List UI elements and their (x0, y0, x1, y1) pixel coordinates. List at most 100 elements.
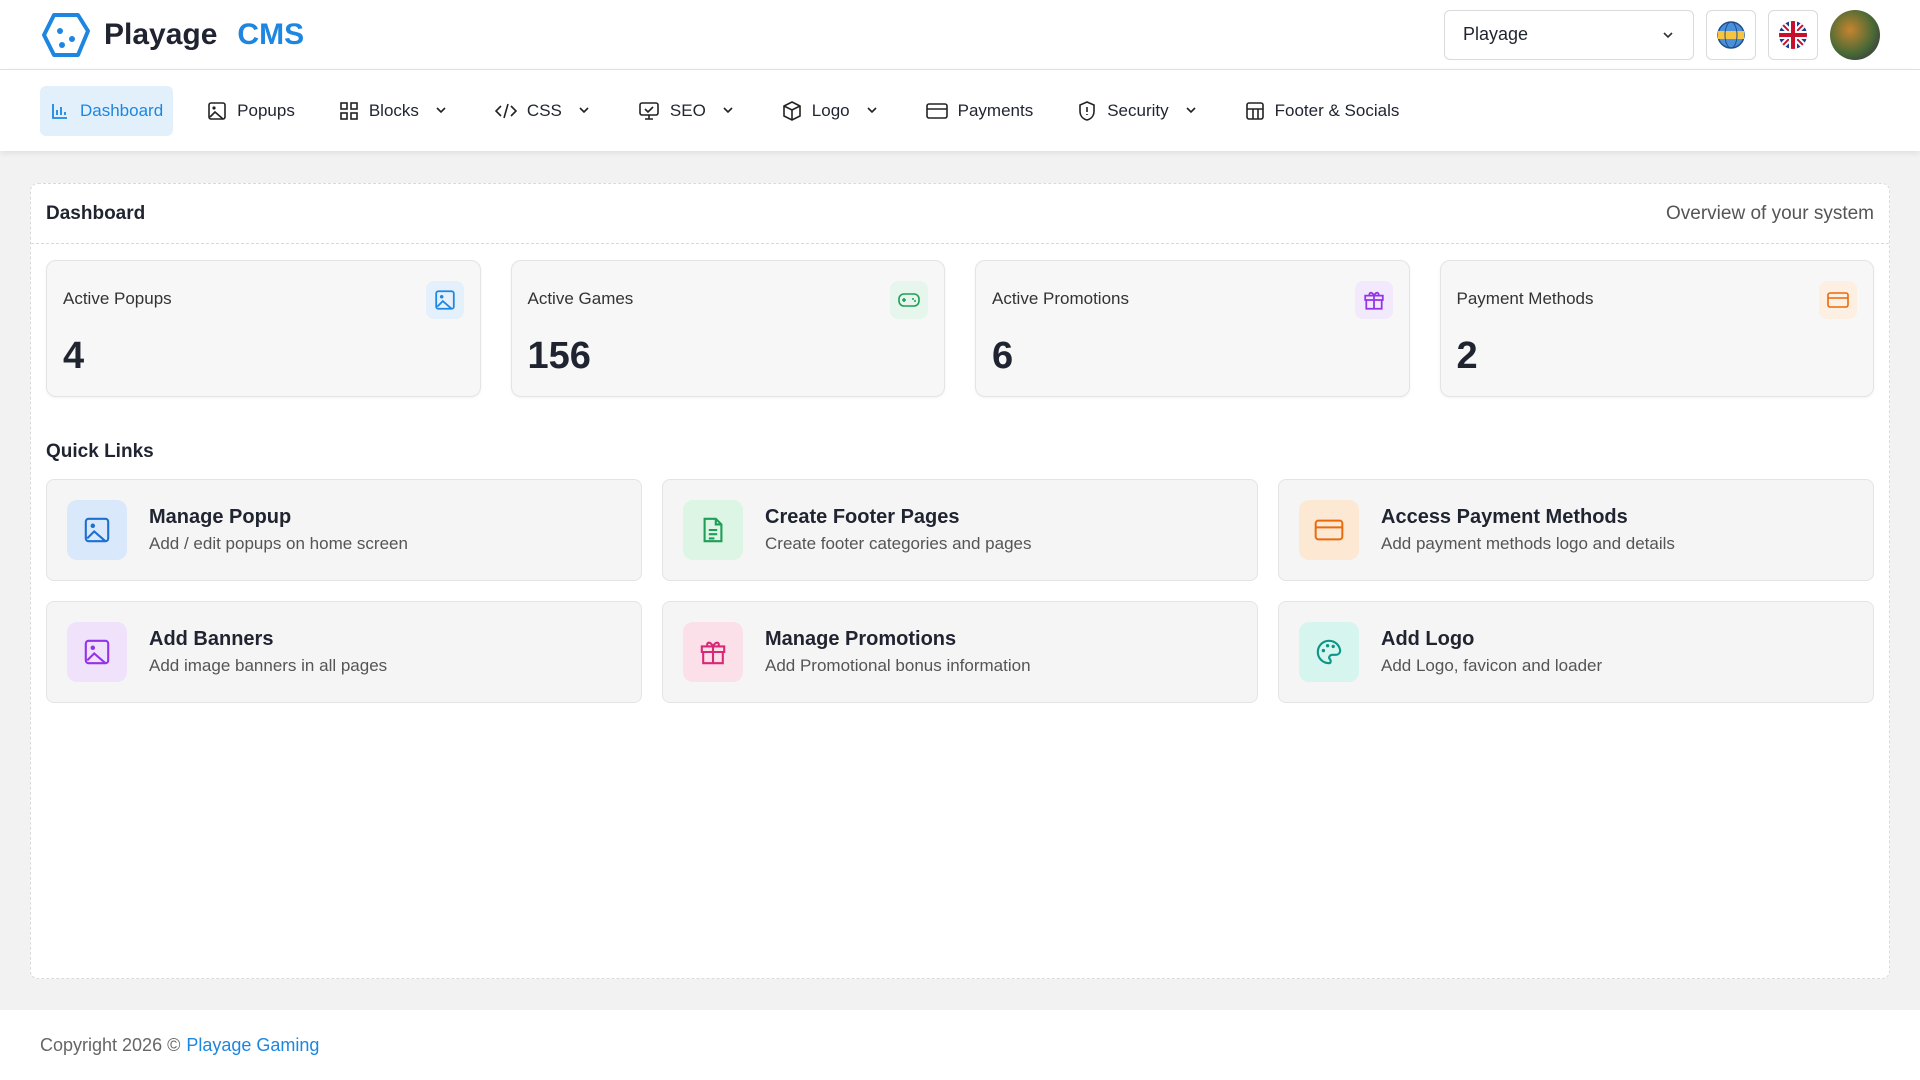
quick-link-title: Create Footer Pages (765, 506, 960, 528)
stat-card: Payment Methods 2 (1439, 260, 1874, 397)
stat-value: 4 (63, 335, 85, 377)
quick-link[interactable]: Add Logo Add Logo, favicon and loader (1278, 601, 1874, 703)
quick-link-title: Access Payment Methods (1381, 506, 1628, 528)
stat-label: Active Promotions (992, 289, 1129, 308)
nav-item[interactable]: CSS (485, 86, 604, 136)
website-button[interactable] (1706, 9, 1756, 60)
copyright: Copyright 2026 © (40, 1034, 181, 1055)
quick-links: Manage Popup Add / edit popups on home sc… (31, 479, 1889, 703)
brand[interactable]: Playage CMS (40, 11, 304, 59)
footer-link[interactable]: Playage Gaming (186, 1034, 320, 1055)
nav-icon (52, 103, 67, 119)
site-select-value: Playage (1463, 24, 1529, 44)
quick-link-description: Add image banners in all pages (149, 656, 388, 675)
chevron (1663, 31, 1673, 38)
nav-item[interactable]: SEO (628, 86, 748, 136)
logo-icon (42, 12, 90, 57)
nav-item[interactable]: Footer & Socials (1235, 86, 1410, 136)
stat-card: Active Games 156 (510, 260, 945, 397)
nav-item[interactable]: Blocks (329, 86, 461, 136)
stat-card: Active Popups 4 (46, 260, 481, 397)
user-avatar[interactable] (1830, 9, 1880, 60)
footer: Copyright 2026 © Playage Gaming (0, 1010, 1920, 1080)
quick-link-title: Add Banners (149, 628, 274, 650)
image-icon (434, 290, 455, 310)
stat-icon (425, 281, 464, 319)
chevron (436, 106, 446, 113)
header: Playage CMS Playage (0, 0, 1920, 70)
quick-link[interactable]: Manage Popup Add / edit popups on home sc… (46, 479, 642, 581)
quick-link-icon (1299, 500, 1359, 560)
chevron (723, 106, 733, 113)
nav-label: CSS (526, 100, 562, 120)
nav-item[interactable]: Security (1067, 86, 1210, 136)
stat-value: 6 (992, 335, 1014, 377)
gift-icon (700, 641, 726, 665)
panel-header: Dashboard Overview of your system (31, 184, 1889, 244)
quick-link-description: Create footer categories and pages (765, 534, 1032, 553)
nav-icon (782, 100, 801, 121)
quick-links-title: Quick Links (46, 441, 154, 462)
card-icon (1827, 292, 1849, 308)
quick-link-icon (683, 622, 743, 682)
nav-label: Popups (237, 100, 295, 120)
panel-title: Dashboard (46, 202, 146, 224)
language-button[interactable] (1768, 9, 1818, 60)
chevron (1186, 106, 1196, 113)
stat-card: Active Promotions 6 (975, 260, 1410, 397)
quick-link-title: Add Logo (1381, 628, 1475, 650)
quick-link-description: Add / edit popups on home screen (149, 534, 408, 553)
quick-link[interactable]: Create Footer Pages Create footer categor… (662, 479, 1258, 581)
nav-icon (639, 101, 659, 120)
card-icon (1314, 519, 1344, 541)
nav-bar: Dashboard Popups Blocks CSS SEO Logo Pay… (0, 70, 1920, 151)
stat-value: 2 (1456, 335, 1478, 377)
quick-link-icon (1299, 622, 1359, 682)
gamepad-icon (898, 293, 920, 307)
quick-link[interactable]: Access Payment Methods Add payment method… (1278, 479, 1874, 581)
stat-icon (1354, 281, 1393, 319)
quick-link-description: Add Promotional bonus information (765, 656, 1031, 675)
chevron (579, 106, 589, 113)
nav-item[interactable]: Popups (197, 86, 305, 136)
quick-link-title: Manage Popup (149, 506, 292, 528)
quick-link-description: Add payment methods logo and details (1381, 534, 1675, 553)
nav-item[interactable]: Dashboard (40, 85, 174, 136)
quick-link-icon (67, 500, 127, 560)
stat-icon (890, 281, 928, 319)
nav-label: SEO (669, 100, 706, 120)
uk-flag (1779, 20, 1807, 49)
quick-link-icon (67, 622, 127, 682)
stat-icon (1819, 281, 1857, 319)
image-icon (84, 517, 110, 543)
stat-label: Active Popups (63, 289, 172, 308)
site-select[interactable]: Playage (1444, 9, 1694, 60)
brand-suffix: CMS (237, 17, 305, 51)
panel-subtitle: Overview of your system (1666, 202, 1874, 224)
nav-label: Footer & Socials (1274, 100, 1400, 120)
nav-icon (340, 101, 358, 120)
nav-icon (1079, 100, 1096, 121)
nav-icon (925, 102, 948, 119)
nav-label: Dashboard (80, 100, 164, 120)
quick-link[interactable]: Manage Promotions Add Promotional bonus i… (662, 601, 1258, 703)
nav-label: Payments (957, 100, 1034, 120)
nav-label: Security (1107, 100, 1169, 120)
stat-label: Active Games (527, 289, 634, 308)
stats: Active Popups 4 Active Games 156 Active Pr… (31, 244, 1889, 397)
chevron (867, 106, 877, 113)
nav-item[interactable]: Logo (772, 86, 892, 136)
quick-link-title: Manage Promotions (765, 628, 957, 650)
quick-link-icon (683, 500, 743, 560)
stat-label: Payment Methods (1456, 289, 1594, 308)
dashboard-panel: Dashboard Overview of your system Active … (30, 183, 1890, 979)
nav-label: Logo (811, 100, 850, 120)
nav-item[interactable]: Payments (916, 86, 1044, 136)
nav-label: Blocks (368, 100, 419, 120)
quick-link[interactable]: Add Banners Add image banners in all page… (46, 601, 642, 703)
nav-icon (1245, 101, 1264, 120)
quick-link-description: Add Logo, favicon and loader (1381, 656, 1603, 675)
palette-icon (1316, 639, 1342, 665)
